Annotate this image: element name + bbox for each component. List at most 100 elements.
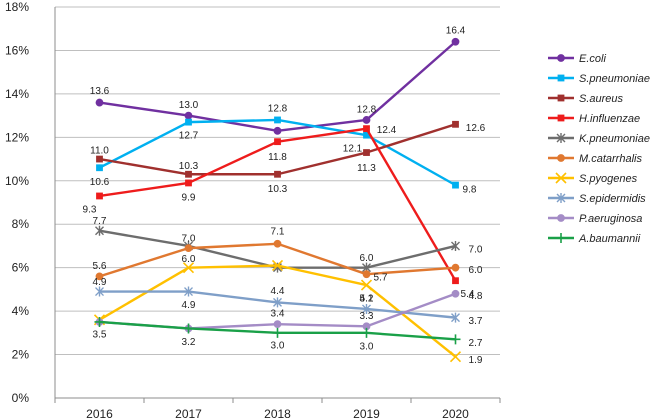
data-point (362, 270, 371, 279)
legend: E.coli S.pneumoniae S.aureus H.influenzae K.… (548, 53, 650, 245)
data-point (95, 225, 104, 236)
legend-marker (556, 233, 566, 243)
legend-label: K.pneumoniae (579, 133, 650, 145)
y-tick-label: 6% (12, 261, 30, 275)
data-point (96, 164, 103, 172)
data-label: 10.3 (268, 184, 288, 195)
data-point (452, 181, 459, 189)
data-label: 12.8 (268, 103, 288, 114)
legend-label: S.aureus (579, 93, 624, 105)
data-point (95, 98, 104, 107)
data-point (185, 118, 192, 126)
data-label: 11.0 (90, 146, 109, 157)
data-label: 3.5 (93, 329, 107, 340)
data-label: 3.0 (271, 340, 285, 351)
data-point (183, 323, 194, 334)
data-label: 3.7 (469, 316, 483, 327)
data-point (363, 149, 370, 156)
data-point (185, 170, 192, 178)
data-label: 2.7 (469, 338, 483, 349)
data-label: 6.0 (182, 254, 196, 265)
axes: 0% 2% 4% 6% 8% 10% 12% 14% 16% 18% 2016 2017 2018 201… (5, 0, 501, 420)
data-point (95, 272, 104, 281)
x-tick-label: 2019 (353, 407, 380, 420)
x-tick-label: 2016 (86, 407, 113, 420)
data-labels: 13.6 13.0 12.8 16.4 10.6 12.7 12.8 12.1 9.8 11.0 1… (83, 25, 486, 366)
data-point (449, 351, 462, 363)
data-point (182, 262, 195, 274)
y-tick-label: 8% (12, 217, 30, 231)
data-label: 13.6 (90, 86, 110, 97)
legend-marker (556, 133, 566, 143)
legend-marker (556, 193, 566, 203)
data-label: 4.8 (469, 291, 483, 302)
y-tick-label: 4% (12, 304, 30, 318)
y-tick-label: 16% (5, 43, 29, 57)
data-point (273, 126, 282, 135)
data-point (273, 297, 282, 308)
y-tick-label: 2% (12, 348, 30, 362)
legend-label: E.coli (579, 53, 606, 65)
data-point (95, 286, 104, 297)
data-label: 4.4 (271, 286, 285, 297)
data-label: 5.6 (93, 261, 107, 272)
data-label: 9.8 (463, 185, 477, 196)
y-tick-label: 10% (5, 174, 29, 188)
data-label: 5.7 (374, 273, 388, 284)
x-tick-label: 2018 (264, 407, 291, 420)
data-label: 6.0 (360, 253, 374, 264)
legend-label: S.pyogenes (579, 173, 638, 185)
legend-marker (555, 172, 567, 184)
data-point (360, 279, 373, 291)
data-point (451, 289, 460, 298)
data-label: 3.0 (360, 341, 374, 352)
data-label: 6.0 (469, 265, 483, 276)
data-point (274, 138, 281, 146)
legend-label: P.aeruginosa (579, 213, 642, 225)
data-point (271, 259, 284, 272)
data-point (452, 277, 459, 285)
data-label: 12.8 (357, 104, 377, 115)
data-label: 12.1 (343, 144, 363, 155)
data-point (450, 334, 461, 345)
data-point (452, 120, 459, 128)
data-point (184, 111, 193, 120)
data-label: 3.3 (360, 311, 374, 322)
data-point (96, 155, 103, 163)
data-label: 12.6 (466, 123, 486, 134)
data-label: 9.9 (182, 192, 196, 203)
data-point (362, 303, 371, 314)
legend-marker (557, 114, 565, 122)
y-tick-label: 18% (5, 0, 29, 14)
data-label: 13.0 (179, 100, 199, 111)
data-point (184, 244, 193, 253)
data-label: 3.4 (271, 309, 285, 320)
legend-label: M.catarrhalis (579, 153, 642, 165)
data-label: 9.3 (83, 204, 97, 215)
data-label: 7.0 (469, 244, 483, 255)
data-label: 12.7 (179, 131, 199, 142)
data-label: 5.4 (461, 289, 475, 300)
legend-label: S.pneumoniae (579, 73, 650, 85)
data-label: 1.9 (469, 355, 483, 366)
data-point (185, 179, 192, 187)
data-label: 7.0 (182, 234, 196, 245)
y-tick-label: 0% (12, 391, 30, 405)
legend-marker (557, 154, 565, 162)
data-point (96, 192, 103, 200)
data-point (451, 263, 460, 272)
x-tick-label: 2020 (442, 407, 469, 420)
data-label: 10.3 (179, 161, 199, 172)
data-label: 7.7 (93, 216, 107, 227)
data-label: 7.1 (271, 226, 285, 237)
data-label: 4.1 (360, 293, 374, 304)
legend-marker (557, 74, 565, 82)
data-point (274, 170, 281, 178)
y-tick-label: 12% (5, 130, 29, 144)
legend-label: S.epidermidis (579, 193, 646, 205)
data-point (451, 312, 460, 323)
legend-label: H.influenzae (579, 113, 640, 125)
data-point (451, 37, 460, 46)
data-label: 11.8 (268, 152, 287, 163)
